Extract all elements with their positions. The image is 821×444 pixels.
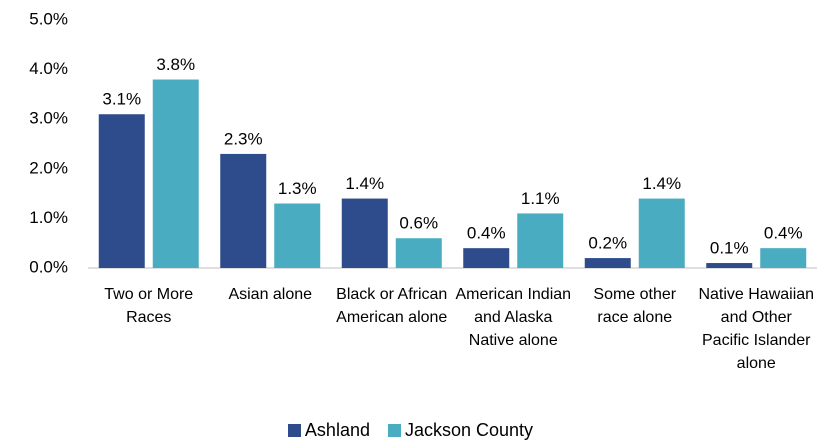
- x-tick-label: Some other race alone: [593, 286, 677, 326]
- data-label: 2.3%: [224, 129, 263, 148]
- legend-label: Ashland: [304, 420, 370, 440]
- data-label: 0.4%: [467, 224, 506, 243]
- data-label: 0.2%: [588, 234, 627, 253]
- x-tick-label: American Indian and Alaska Native alone: [455, 286, 572, 349]
- data-label: 0.1%: [710, 239, 749, 258]
- bar: [638, 198, 685, 268]
- x-tick-label: Native Hawaiian and Other Pacific Island…: [698, 286, 815, 372]
- bar: [274, 203, 321, 268]
- bar: [706, 263, 753, 268]
- data-label: 1.1%: [521, 189, 560, 208]
- data-label: 1.4%: [345, 174, 384, 193]
- bar: [760, 248, 807, 268]
- x-tick-label: Asian alone: [228, 286, 313, 303]
- legend-item: Ashland: [287, 420, 370, 441]
- legend-label: Jackson County: [404, 420, 534, 440]
- bar: [220, 153, 267, 268]
- y-tick-label: 1.0%: [29, 208, 68, 227]
- x-tick-label: Black or African American alone: [336, 286, 448, 326]
- legend-item: Jackson County: [387, 420, 534, 441]
- x-tick-label: Two or More Races: [104, 286, 194, 326]
- y-tick-label: 5.0%: [29, 9, 68, 28]
- bar: [341, 198, 388, 268]
- data-label: 3.8%: [156, 55, 195, 74]
- bar: [395, 238, 442, 268]
- bar: [152, 79, 199, 269]
- data-label: 0.4%: [764, 224, 803, 243]
- legend-swatch: [387, 424, 401, 437]
- data-label: 1.3%: [278, 179, 317, 198]
- y-tick-label: 0.0%: [29, 257, 68, 276]
- legend-swatch: [287, 424, 301, 437]
- bar: [98, 114, 145, 269]
- y-tick-label: 3.0%: [29, 109, 68, 128]
- y-tick-label: 2.0%: [29, 158, 68, 177]
- data-label: 0.6%: [399, 214, 438, 233]
- y-tick-label: 4.0%: [29, 59, 68, 78]
- bar: [517, 213, 564, 268]
- data-label: 1.4%: [642, 174, 681, 193]
- bar: [584, 258, 631, 268]
- bar: [463, 248, 510, 268]
- legend: Ashland Jackson County: [0, 420, 821, 441]
- data-label: 3.1%: [102, 90, 141, 109]
